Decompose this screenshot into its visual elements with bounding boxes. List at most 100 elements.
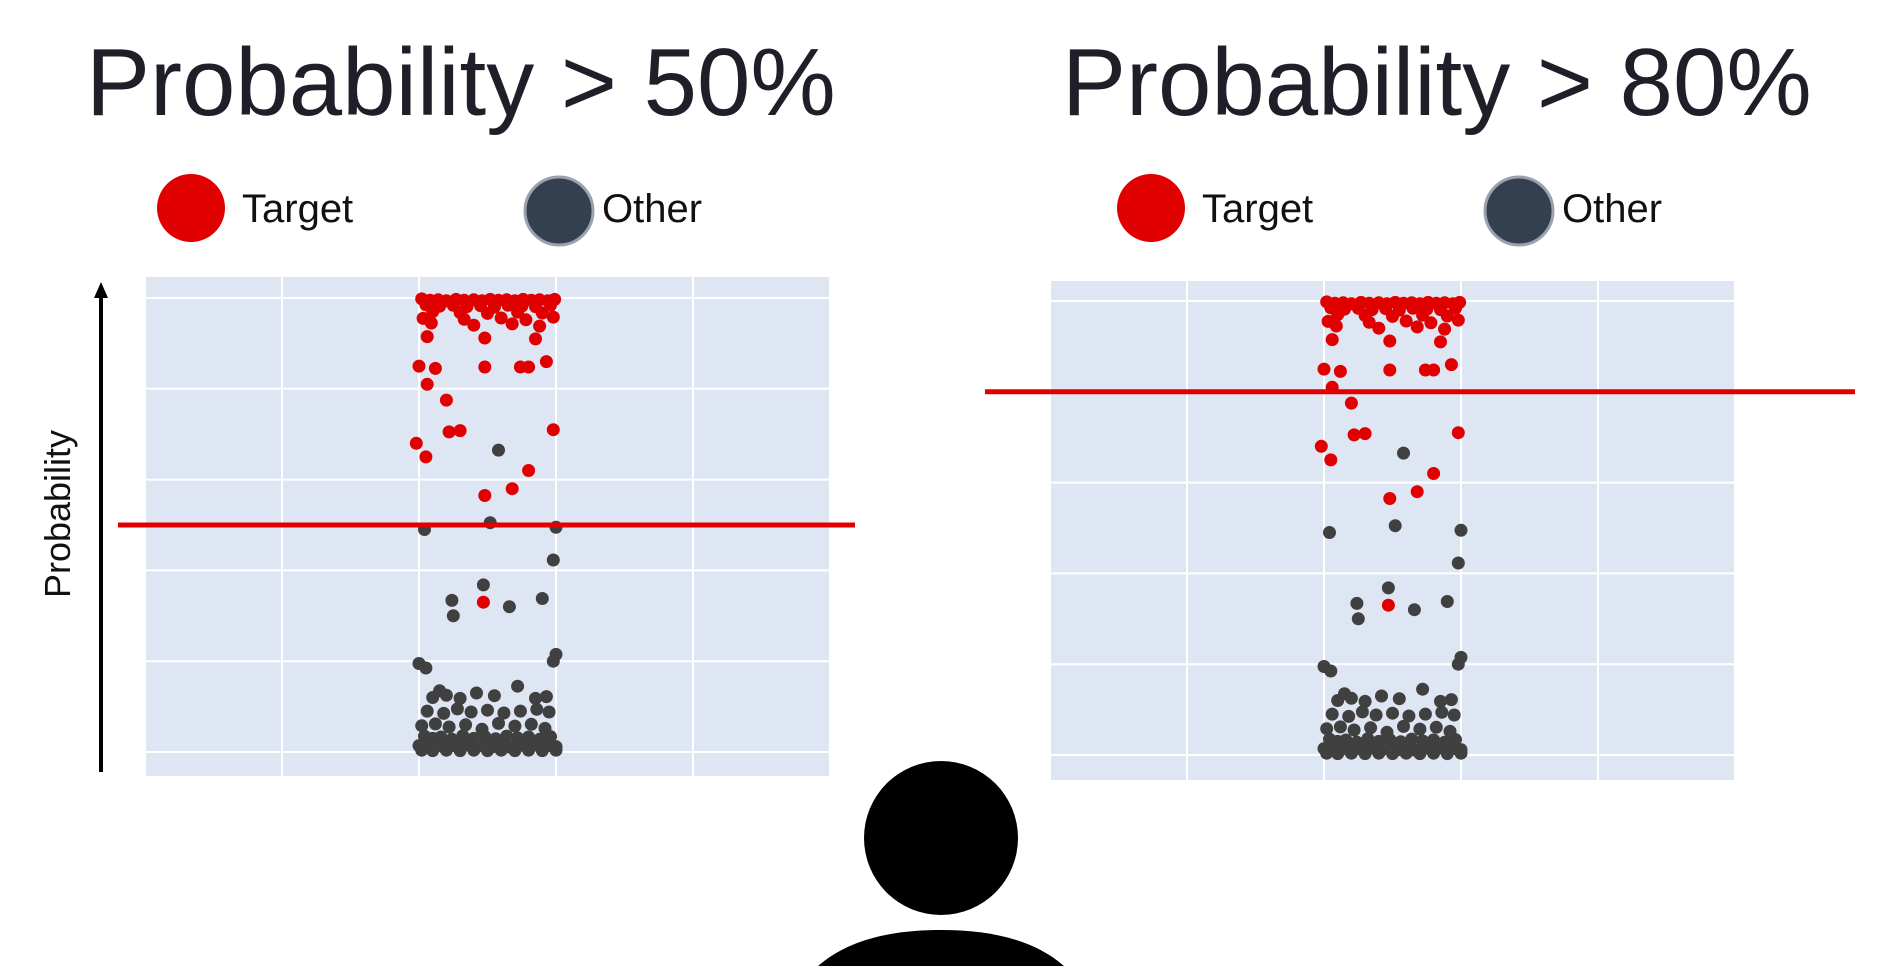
other-point (437, 706, 451, 720)
target-point (424, 316, 438, 330)
target-point (1331, 308, 1345, 322)
other-point (1323, 526, 1336, 539)
other-point (1444, 693, 1458, 707)
other-point (1451, 556, 1465, 570)
person-icon (818, 761, 1064, 966)
target-point (501, 298, 515, 312)
target-point (1317, 362, 1331, 376)
other-point (1372, 746, 1386, 760)
target-point (1444, 358, 1458, 372)
target-point (546, 423, 560, 437)
other-point (492, 716, 505, 730)
target-point (409, 436, 423, 450)
other-point (442, 720, 456, 734)
target-point (546, 310, 560, 324)
target-point (1386, 309, 1399, 323)
other-point (1386, 706, 1399, 720)
other-point (428, 717, 442, 731)
target-point (519, 313, 533, 327)
other-point (511, 679, 525, 693)
other-point (535, 744, 549, 758)
other-point (1364, 721, 1378, 735)
target-point (535, 306, 549, 320)
other-point (549, 647, 563, 661)
target-point (511, 305, 525, 319)
other-point (1427, 746, 1441, 760)
target-point (420, 377, 434, 391)
other-point (439, 743, 453, 757)
chart-title-right: Probability > 80% (1062, 29, 1812, 136)
target-point (522, 360, 536, 374)
other-point (476, 578, 490, 592)
target-point (1358, 427, 1372, 441)
other-point (1347, 723, 1361, 737)
other-point (1358, 747, 1372, 761)
target-point (1416, 308, 1430, 322)
target-point (1329, 319, 1343, 333)
other-point (508, 719, 522, 733)
other-point (464, 705, 478, 719)
target-point (522, 464, 536, 477)
other-point (1407, 603, 1421, 617)
other-point (439, 688, 453, 702)
other-point (1399, 746, 1413, 760)
other-point (1325, 707, 1339, 721)
target-point (439, 393, 453, 407)
other-point (481, 703, 494, 717)
target-point (478, 360, 492, 374)
chart-title-left: Probability > 50% (86, 29, 836, 136)
other-point (494, 743, 508, 757)
other-point (426, 744, 440, 758)
target-point (1344, 396, 1358, 410)
other-point (453, 691, 467, 705)
other-point (1454, 746, 1468, 760)
target-point (453, 424, 467, 438)
other-point (1344, 691, 1358, 705)
other-point (549, 743, 563, 757)
other-point (1449, 733, 1462, 747)
legend-target-label-right: Target (1202, 187, 1313, 231)
other-point (1429, 720, 1443, 734)
target-point (1383, 363, 1397, 377)
other-point (446, 609, 460, 623)
target-point (426, 305, 440, 319)
target-point (1424, 316, 1438, 330)
target-point (1324, 453, 1338, 467)
legend-target-marker-left (157, 174, 225, 242)
other-point (513, 704, 527, 718)
up-arrow-icon (94, 282, 108, 298)
other-point (508, 744, 522, 758)
other-point (1386, 747, 1399, 761)
other-point (445, 593, 459, 607)
other-point (1447, 708, 1461, 722)
other-point (1358, 694, 1372, 708)
target-point (533, 319, 547, 333)
other-point (487, 689, 501, 703)
target-point (457, 312, 471, 326)
other-point (1413, 722, 1427, 736)
target-point (1438, 322, 1452, 336)
target-point (412, 359, 426, 373)
other-point (1351, 612, 1365, 626)
target-point (1406, 301, 1420, 315)
other-point (1435, 705, 1449, 719)
target-point (1410, 320, 1424, 334)
person-head (864, 761, 1018, 915)
target-point (1427, 467, 1441, 480)
other-point (1413, 747, 1427, 761)
target-point (478, 331, 492, 345)
other-point (415, 743, 429, 757)
target-point (1372, 321, 1386, 335)
other-point (502, 600, 516, 614)
other-point (1397, 719, 1410, 733)
other-point (459, 718, 473, 732)
other-point (1440, 747, 1454, 761)
target-point (539, 355, 553, 369)
other-point (1381, 581, 1395, 595)
legend-other-label-left: Other (602, 187, 702, 231)
target-point (476, 595, 490, 609)
legend-other-marker-right (1483, 175, 1555, 247)
target-point (1362, 315, 1376, 329)
other-point (1369, 708, 1383, 722)
other-point (1375, 689, 1388, 703)
